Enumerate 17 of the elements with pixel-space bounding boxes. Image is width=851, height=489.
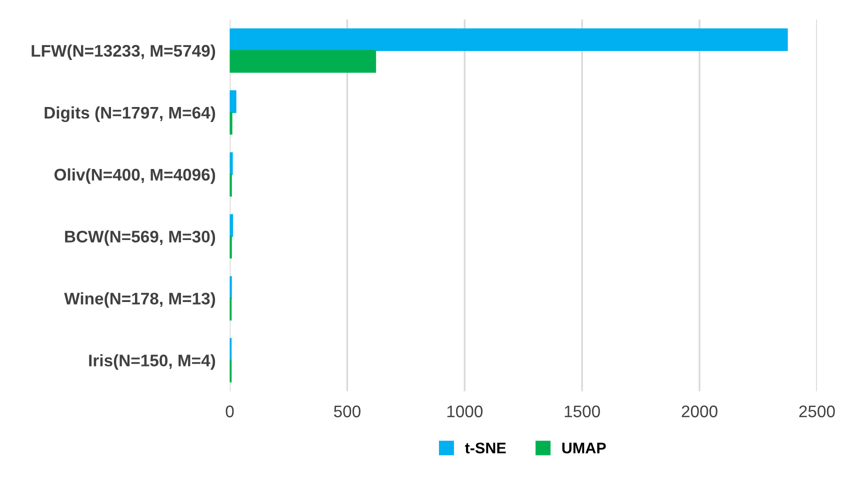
x-tick-label: 500 [334,406,360,418]
bar [230,90,236,113]
y-tick-label: Wine(N=178, M=13) [64,292,216,308]
y-tick-label: BCW(N=569, M=30) [65,230,216,246]
x-tick-label: 2500 [799,406,835,418]
bar [230,50,376,73]
x-tick-label: 1000 [447,406,483,418]
legend-label: t-SNE [464,442,506,454]
legend-label: UMAP [562,442,606,454]
x-tick-label: 0 [226,406,234,418]
y-tick-label: Oliv(N=400, M=4096) [54,168,216,184]
bar [230,28,788,52]
x-tick-label: 2000 [682,406,718,418]
y-tick-label: LFW(N=13233, M=5749) [32,44,216,60]
y-tick-label: Iris(N=150, M=4) [89,354,216,370]
x-tick-label: 1500 [564,406,600,418]
y-tick-label: Digits (N=1797, M=64) [44,106,216,122]
